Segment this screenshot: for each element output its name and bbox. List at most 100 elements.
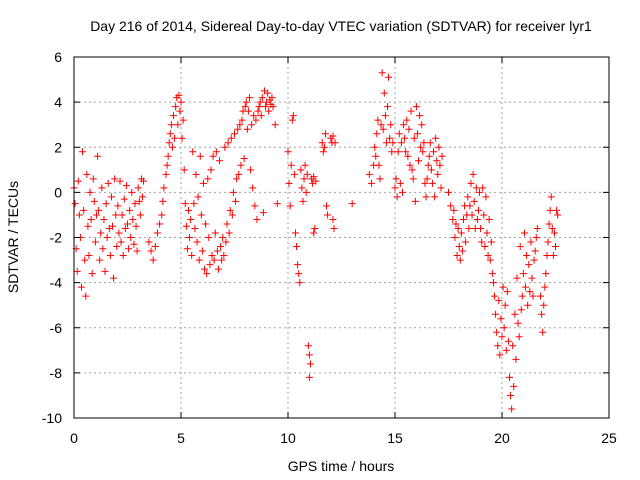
data-point <box>231 130 238 138</box>
data-point <box>412 103 420 111</box>
data-point <box>486 256 494 264</box>
data-point <box>422 193 430 201</box>
data-point <box>131 200 139 208</box>
data-point <box>519 270 527 278</box>
data-point <box>417 143 425 151</box>
data-point <box>445 188 452 196</box>
data-point <box>195 256 203 264</box>
data-point <box>437 184 445 192</box>
data-point <box>289 112 297 120</box>
data-point <box>499 283 507 291</box>
y-tick-label: 0 <box>54 184 62 200</box>
data-points <box>70 69 562 413</box>
data-point <box>214 265 222 273</box>
data-point <box>284 148 292 156</box>
data-point <box>552 243 559 251</box>
data-point <box>221 143 229 151</box>
data-point <box>117 238 125 246</box>
data-point <box>210 256 218 264</box>
data-point <box>109 222 117 230</box>
data-point <box>321 130 329 138</box>
data-point <box>201 265 209 273</box>
data-point <box>286 202 294 210</box>
data-point <box>100 215 108 223</box>
y-tick-label: 2 <box>54 139 62 155</box>
data-point <box>374 116 382 124</box>
data-point <box>554 211 562 219</box>
data-point <box>158 211 166 219</box>
data-point <box>485 215 493 223</box>
data-point <box>517 306 525 314</box>
data-point <box>296 279 304 287</box>
data-point <box>386 134 394 142</box>
data-point <box>481 243 489 251</box>
data-point <box>432 134 440 142</box>
data-point <box>218 256 226 264</box>
data-point <box>198 247 206 255</box>
data-point <box>250 112 258 120</box>
data-point <box>96 256 104 264</box>
data-point <box>428 179 436 187</box>
data-point <box>458 247 466 255</box>
data-point <box>99 245 107 253</box>
chart-title: Day 216 of 2014, Sidereal Day-to-day VTE… <box>90 18 592 34</box>
data-point <box>295 270 303 278</box>
data-point <box>112 211 120 219</box>
data-point <box>469 170 477 178</box>
data-point <box>237 161 245 169</box>
data-point <box>247 166 255 174</box>
data-point <box>245 94 253 102</box>
data-point <box>310 173 318 181</box>
data-point <box>167 121 175 129</box>
y-tick-label: 6 <box>54 49 62 65</box>
data-point <box>400 121 408 129</box>
data-point <box>305 373 313 381</box>
data-point <box>419 148 427 156</box>
data-point <box>227 134 235 142</box>
data-point <box>379 125 387 133</box>
x-tick-labels: 0 5 10 15 20 25 <box>70 430 617 446</box>
data-point <box>524 301 532 309</box>
data-point <box>393 193 401 201</box>
data-point <box>188 252 196 260</box>
data-point <box>172 103 180 111</box>
data-point <box>222 238 230 246</box>
data-point <box>196 152 204 160</box>
data-point <box>287 161 295 169</box>
data-point <box>398 188 406 196</box>
data-point <box>103 234 111 241</box>
y-tick-label: -6 <box>50 320 63 336</box>
data-point <box>382 139 390 147</box>
data-point <box>104 179 112 187</box>
data-point <box>438 152 446 160</box>
data-point <box>209 152 217 160</box>
data-point <box>234 125 242 133</box>
data-point <box>480 211 488 219</box>
data-point <box>114 202 122 210</box>
data-point <box>424 161 432 169</box>
data-point <box>394 148 402 156</box>
data-point <box>423 175 431 183</box>
data-point <box>238 116 246 124</box>
data-point <box>135 197 143 205</box>
data-point <box>522 283 530 291</box>
data-point <box>226 206 234 214</box>
data-point <box>415 157 423 165</box>
data-point <box>498 333 506 341</box>
data-point <box>375 161 383 169</box>
data-point <box>467 179 475 187</box>
data-point <box>217 243 225 251</box>
data-point <box>409 175 417 183</box>
data-point <box>147 247 155 255</box>
data-point <box>548 224 556 232</box>
data-point <box>303 170 311 178</box>
data-point <box>88 270 96 278</box>
data-point <box>466 202 474 210</box>
data-point <box>134 184 142 192</box>
data-point <box>220 252 228 260</box>
data-point <box>348 200 356 208</box>
data-point <box>249 184 257 192</box>
data-point <box>170 112 178 120</box>
data-point <box>550 229 558 237</box>
